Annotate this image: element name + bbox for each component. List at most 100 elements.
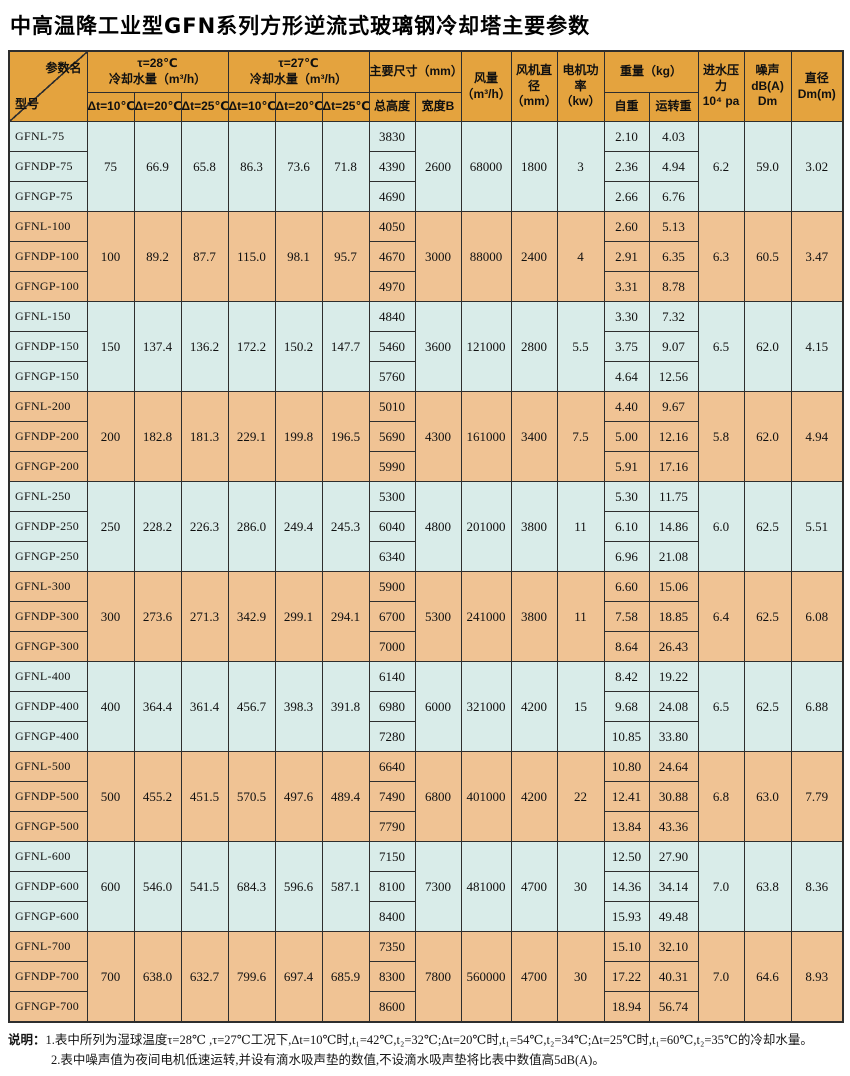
header-fan-diameter: 风机直径 （mm） — [510, 50, 558, 122]
cell-total-height: 4670 — [368, 241, 416, 272]
cell-total-height: 7350 — [368, 931, 416, 962]
cell-fan-diameter: 4700 — [510, 931, 558, 1023]
page-title: 中高温降工业型GFN系列方形逆流式玻璃钢冷却塔主要参数 — [10, 14, 591, 38]
table-row: GFNL-400 400 364.4 361.4 456.7 398.3 391.8 6140… — [8, 661, 844, 752]
cell-flow28-dt10: 300 — [86, 571, 135, 662]
cell-noise: 62.5 — [743, 661, 792, 752]
table-row: GFNL-250 250 228.2 226.3 286.0 249.4 245.3 5300… — [8, 481, 844, 572]
cell-noise: 64.6 — [743, 931, 792, 1023]
cell-model: GFNGP-100 — [8, 271, 88, 302]
cell-total-height: 7000 — [368, 631, 416, 662]
cell-width-b: 6800 — [414, 751, 462, 842]
cell-total-height: 8600 — [368, 991, 416, 1023]
cell-model: GFNDP-250 — [8, 511, 88, 542]
cell-model: GFNL-300 — [8, 571, 88, 602]
cell-self-weight: 6.60 — [603, 571, 650, 602]
cell-model: GFNL-500 — [8, 751, 88, 782]
cell-run-weight: 6.35 — [648, 241, 699, 272]
header-weight: 重量（kg） — [603, 50, 699, 93]
cell-model: GFNL-400 — [8, 661, 88, 692]
cell-self-weight: 17.22 — [603, 961, 650, 992]
cell-diameter: 4.15 — [790, 301, 844, 392]
cell-flow27-dt20: 697.4 — [274, 931, 323, 1023]
corner-header-cell: 参数名 型号 — [8, 50, 88, 122]
cell-water-pressure: 6.2 — [697, 121, 745, 212]
cell-flow28-dt10: 600 — [86, 841, 135, 932]
cell-flow28-dt20: 546.0 — [133, 841, 182, 932]
cell-run-weight: 30.88 — [648, 781, 699, 812]
cell-width-b: 4300 — [414, 391, 462, 482]
cell-total-height: 7280 — [368, 721, 416, 752]
cell-self-weight: 4.40 — [603, 391, 650, 422]
cell-model: GFNGP-600 — [8, 901, 88, 932]
table-row: GFNDP-250 6040 6.10 14.86 — [8, 511, 843, 542]
cell-model: GFNL-100 — [8, 211, 88, 242]
notes-label: 说明： — [8, 1033, 46, 1047]
cell-air-volume: 401000 — [460, 751, 512, 842]
cell-flow28-dt25: 632.7 — [180, 931, 229, 1023]
cell-flow28-dt25: 361.4 — [180, 661, 229, 752]
cell-total-height: 8400 — [368, 901, 416, 932]
cell-flow28-dt25: 271.3 — [180, 571, 229, 662]
cell-flow28-dt10: 500 — [86, 751, 135, 842]
cell-self-weight: 3.75 — [603, 331, 650, 362]
cell-flow28-dt20: 228.2 — [133, 481, 182, 572]
cell-total-height: 6980 — [368, 691, 416, 722]
cell-run-weight: 12.16 — [648, 421, 699, 452]
cell-run-weight: 18.85 — [648, 601, 699, 632]
cell-total-height: 5300 — [368, 481, 416, 512]
cell-total-height: 4840 — [368, 301, 416, 332]
cell-self-weight: 6.10 — [603, 511, 650, 542]
cell-fan-diameter: 4200 — [510, 751, 558, 842]
cell-flow27-dt20: 398.3 — [274, 661, 323, 752]
cell-flow28-dt20: 182.8 — [133, 391, 182, 482]
cell-air-volume: 241000 — [460, 571, 512, 662]
cell-flow28-dt20: 455.2 — [133, 751, 182, 842]
cell-self-weight: 2.36 — [603, 151, 650, 182]
cell-flow27-dt10: 684.3 — [227, 841, 276, 932]
header-air-volume: 风量 （m³/h） — [460, 50, 512, 122]
cell-total-height: 5760 — [368, 361, 416, 392]
cell-air-volume: 68000 — [460, 121, 512, 212]
cell-flow27-dt25: 71.8 — [321, 121, 370, 212]
cell-total-height: 5990 — [368, 451, 416, 482]
cell-run-weight: 24.08 — [648, 691, 699, 722]
cell-run-weight: 27.90 — [648, 841, 699, 872]
cell-motor-power: 4 — [556, 211, 605, 302]
cell-model: GFNGP-75 — [8, 181, 88, 212]
header-water-pressure: 进水压力 10⁴ pa — [697, 50, 745, 122]
cell-run-weight: 4.94 — [648, 151, 699, 182]
header-flow28-dt25: Δt=25℃ — [180, 92, 229, 122]
header-flow27-dt20: Δt=20℃ — [274, 92, 323, 122]
cell-total-height: 6340 — [368, 541, 416, 572]
cell-water-pressure: 6.5 — [697, 661, 745, 752]
cell-self-weight: 15.10 — [603, 931, 650, 962]
cell-flow28-dt20: 89.2 — [133, 211, 182, 302]
cell-flow27-dt10: 115.0 — [227, 211, 276, 302]
cell-width-b: 3000 — [414, 211, 462, 302]
cell-flow28-dt20: 638.0 — [133, 931, 182, 1023]
table-row: GFNDP-500 7490 12.41 30.88 — [8, 781, 843, 812]
cell-diameter: 8.93 — [790, 931, 844, 1023]
cell-total-height: 8100 — [368, 871, 416, 902]
cell-flow27-dt20: 249.4 — [274, 481, 323, 572]
cell-motor-power: 5.5 — [556, 301, 605, 392]
cell-flow27-dt25: 245.3 — [321, 481, 370, 572]
cell-flow27-dt20: 150.2 — [274, 301, 323, 392]
cell-total-height: 3830 — [368, 121, 416, 152]
cell-run-weight: 19.22 — [648, 661, 699, 692]
cell-flow28-dt25: 87.7 — [180, 211, 229, 302]
cell-total-height: 6640 — [368, 751, 416, 782]
header-flow28-dt10: Δt=10℃ — [86, 92, 135, 122]
header-flow-28: τ=28℃ 冷却水量（m³/h） — [86, 50, 229, 93]
cell-self-weight: 3.31 — [603, 271, 650, 302]
cell-fan-diameter: 3800 — [510, 571, 558, 662]
cell-model: GFNL-700 — [8, 931, 88, 962]
parameters-table: 参数名 型号 τ=28℃ 冷却水量（m³/h） τ=27℃ 冷却水量（m³/h）… — [8, 50, 845, 1023]
cell-run-weight: 12.56 — [648, 361, 699, 392]
table-header: 参数名 型号 τ=28℃ 冷却水量（m³/h） τ=27℃ 冷却水量（m³/h）… — [8, 50, 844, 122]
cell-width-b: 2600 — [414, 121, 462, 212]
note-2-text: 2.表中噪声值为夜间电机低速运转,并设有滴水吸声垫的数值,不设滴水吸声垫将比表中… — [51, 1053, 605, 1067]
cell-flow28-dt20: 273.6 — [133, 571, 182, 662]
cell-fan-diameter: 4200 — [510, 661, 558, 752]
